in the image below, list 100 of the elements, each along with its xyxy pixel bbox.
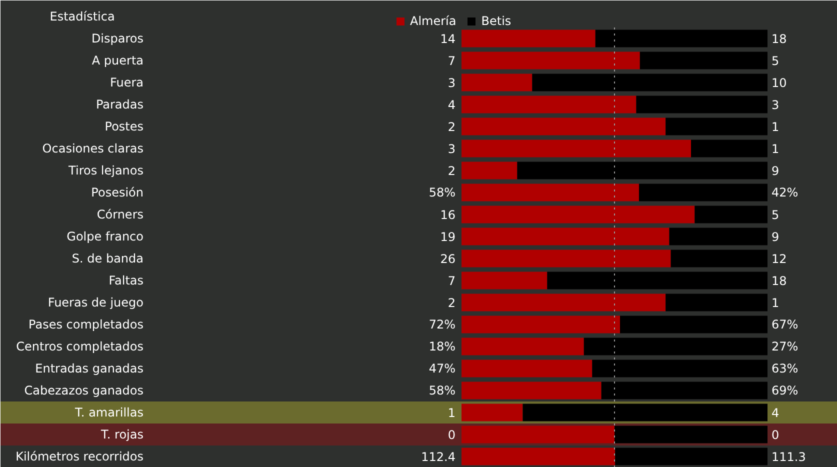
bar [547,272,768,290]
y-tick-label: S. de banda [72,252,144,266]
bar [615,448,768,466]
text: 67% [772,318,798,332]
text: 18 [772,32,787,46]
bar [462,30,596,48]
y-tick-label: Tiros lejanos [68,164,144,178]
bar [595,30,768,48]
bar [462,228,670,246]
text: 3 [448,142,456,156]
bar [614,426,768,444]
text: 2 [448,120,456,134]
text: 2 [448,296,456,310]
bar [669,228,768,246]
text: 1 [448,406,456,420]
bar [462,52,640,70]
y-tick-label: Disparos [91,32,144,46]
y-tick-label: A puerta [92,54,144,68]
bar [638,184,768,202]
text: 27% [772,340,798,354]
bar [462,74,532,92]
bar [462,316,620,334]
y-tick-label: T. amarillas [74,406,144,420]
text: 2 [448,164,456,178]
y-tick-label: Paradas [96,98,144,112]
text: 4 [772,406,780,420]
bar [670,250,768,268]
text: 14 [440,32,456,46]
text: 1 [772,296,780,310]
legend-label: Almería [410,14,456,28]
text: 16 [440,208,456,222]
bar [462,250,671,268]
text: 72% [428,318,456,332]
text: 7 [448,274,456,288]
text: 1 [772,142,780,156]
text: 0 [772,428,780,442]
bar [462,404,523,422]
text: 58% [428,384,456,398]
bar [462,118,666,136]
bar [462,140,691,158]
text: 7 [448,54,456,68]
text: 0 [448,428,456,442]
bar [592,360,768,378]
bar [462,184,639,202]
text: 58% [428,186,456,200]
bar [462,294,666,312]
y-tick-label: Pases completados [28,318,144,332]
bar [691,140,768,158]
text: 3 [772,98,780,112]
text: 19 [440,230,456,244]
y-axis-title: Estadística [50,10,115,24]
text: 112.4 [421,450,456,464]
bar [636,96,768,114]
text: 10 [772,76,787,90]
y-tick-label: Posesión [91,186,144,200]
bar [522,404,768,422]
text: 3 [448,76,456,90]
text: 5 [772,208,780,222]
bar [462,360,592,378]
bar [462,206,695,224]
text: 18% [428,340,456,354]
text: 42% [772,186,798,200]
text: 4 [448,98,456,112]
text: 12 [772,252,787,266]
legend-label: Betis [481,14,512,28]
bar [584,338,768,356]
text: 18 [772,274,787,288]
y-tick-label: Golpe franco [66,230,144,244]
y-tick-label: Córners [96,208,144,222]
y-tick-label: Kilómetros recorridos [16,450,144,464]
bar [666,294,768,312]
bar [462,272,548,290]
text: 111.3 [772,450,806,464]
y-tick-label: Faltas [108,274,144,288]
bar [462,426,614,444]
bar [462,448,616,466]
text: 5 [772,54,780,68]
y-tick-label: Entradas ganadas [35,362,144,376]
y-tick-label: Fueras de juego [48,296,144,310]
text: 47% [428,362,456,376]
bar [666,118,768,136]
text: 9 [772,230,780,244]
bar [620,316,768,334]
bar [517,162,768,180]
bar [532,74,768,92]
y-tick-label: Ocasiones claras [42,142,144,156]
text: 9 [772,164,780,178]
text: 26 [440,252,456,266]
bar [462,162,518,180]
text: 1 [772,120,780,134]
y-tick-label: Cabezazos ganados [24,384,144,398]
bar [462,382,602,400]
bar [694,206,768,224]
text: 69% [772,384,798,398]
y-tick-label: Fuera [110,76,144,90]
bar [601,382,768,400]
bar [462,338,584,356]
y-tick-label: Centros completados [16,340,144,354]
bar [462,96,636,114]
text: 63% [772,362,798,376]
